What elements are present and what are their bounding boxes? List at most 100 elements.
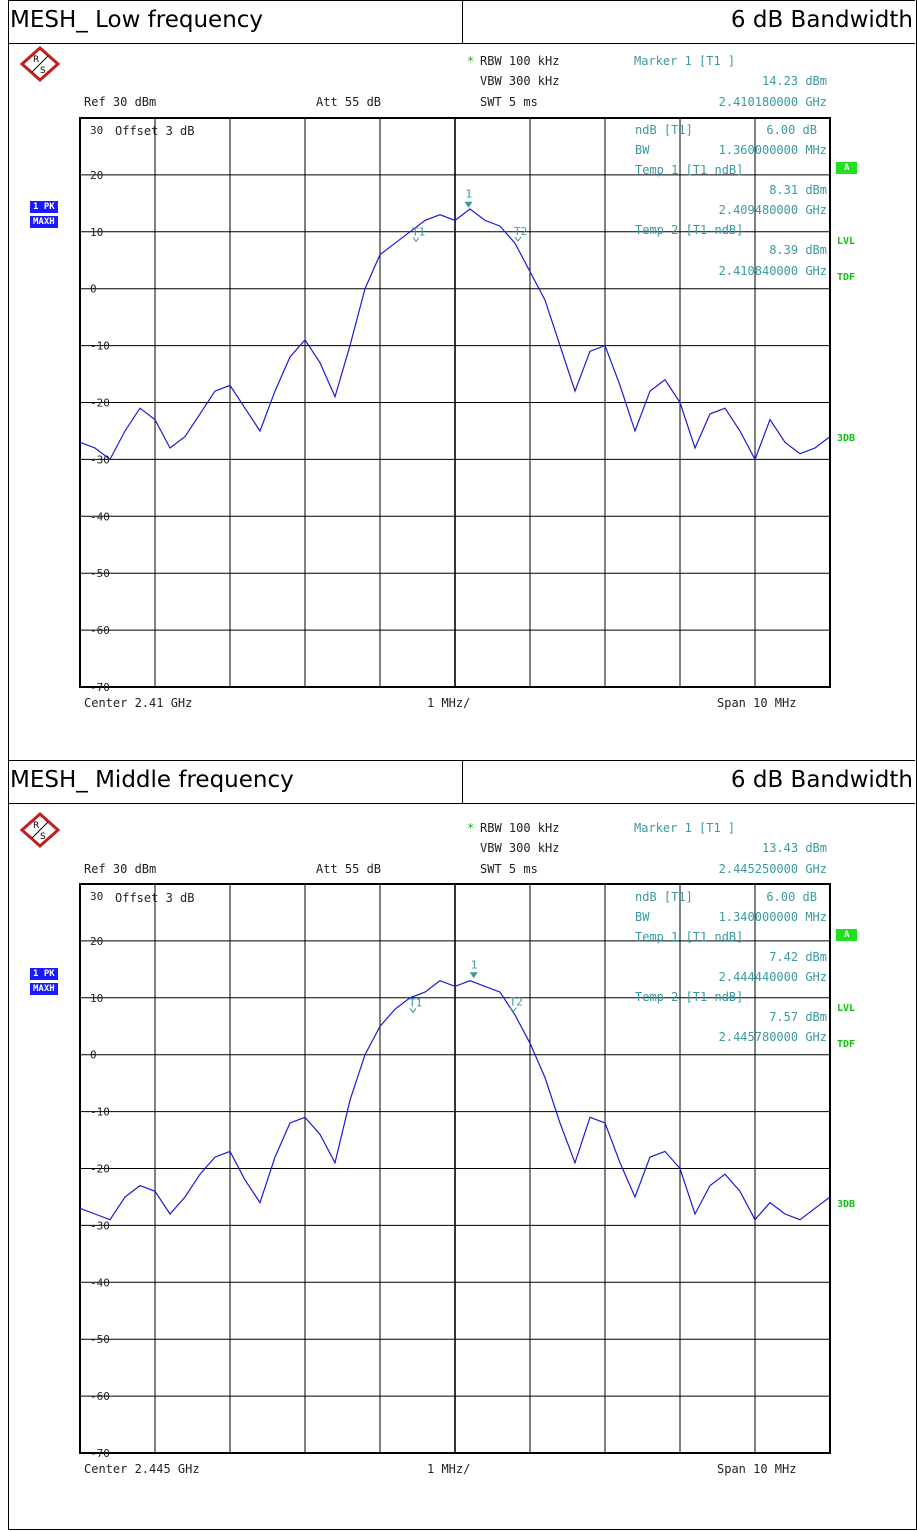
marker-t2: T2 — [514, 225, 527, 242]
vbw-label: VBW 300 kHz — [480, 841, 560, 855]
swt-label: SWT 5 ms — [480, 862, 538, 876]
ndb-value: 6.00 dB — [766, 123, 817, 137]
y-tick-label: 20 — [90, 935, 103, 948]
marker-1: 1 — [464, 188, 473, 208]
offset-label: Offset 3 dB — [115, 124, 195, 138]
center-frequency: Center 2.445 GHz — [84, 1462, 200, 1476]
star-indicator: * — [467, 54, 475, 68]
bw-value: 1.360000000 MHz — [718, 143, 827, 157]
att-label: Att 55 dB — [316, 862, 382, 876]
spectrum-plot-low: 1 T1 T2 20 10 0 -10 -20 -30 -40 -50 -60 -70 30 — [79, 117, 831, 694]
star-indicator: * — [467, 821, 475, 835]
panel-title: MESH_ Low frequency — [10, 7, 264, 33]
temp2-label: Temp 2 [T1 ndB] — [635, 223, 744, 237]
y-tick-label: -50 — [90, 1333, 110, 1346]
y-tick-label: -20 — [90, 1163, 110, 1176]
ndb-value: 6.00 dB — [766, 890, 817, 904]
svg-text:R: R — [33, 55, 39, 65]
y-tick-label: 0 — [90, 283, 97, 296]
marker-t2: T2 — [510, 996, 523, 1013]
y-tick-label: -30 — [90, 1219, 110, 1232]
y-tick-label: -40 — [90, 1276, 110, 1289]
y-tick-label: -70 — [90, 1447, 110, 1460]
ndb-label: ndB [T1] — [635, 123, 693, 137]
svg-text:S: S — [40, 66, 46, 76]
swt-label: SWT 5 ms — [480, 95, 538, 109]
marker-freq: 2.410180000 GHz — [718, 95, 827, 109]
panel-subtitle: 6 dB Bandwidth — [730, 7, 913, 33]
marker-t1: T1 — [409, 996, 422, 1014]
span-label: Span 10 MHz — [717, 1462, 797, 1476]
att-label: Att 55 dB — [316, 95, 382, 109]
trace-detector-badge: MAXH — [30, 216, 58, 228]
temp1-level: 8.31 dBm — [769, 183, 827, 197]
lvl-indicator: LVL — [837, 236, 856, 247]
ref-label: Ref 30 dBm — [84, 862, 157, 876]
bw-label: BW — [635, 910, 650, 924]
spectrum-trace — [79, 980, 831, 1221]
marker-label: T2 — [510, 996, 523, 1009]
y-tick-label: 30 — [90, 890, 103, 903]
marker-t1: T1 — [412, 225, 425, 243]
offset-label: Offset 3 dB — [115, 891, 195, 905]
3db-indicator: 3DB — [837, 433, 856, 444]
panel-title-bar: MESH_ Low frequency 6 dB Bandwidth — [8, 0, 915, 44]
temp1-freq: 2.409480000 GHz — [718, 203, 827, 217]
y-tick-label: -40 — [90, 510, 110, 523]
panel-subtitle: 6 dB Bandwidth — [730, 767, 913, 793]
rbw-label: RBW 100 kHz — [480, 54, 560, 68]
y-tick-label: 10 — [90, 226, 103, 239]
y-tick-label: -60 — [90, 624, 110, 637]
y-tick-label: 10 — [90, 992, 103, 1005]
marker-level: 13.43 dBm — [761, 841, 827, 855]
trace-a-badge: A — [836, 929, 858, 941]
vbw-label: VBW 300 kHz — [480, 74, 560, 88]
svg-text:R: R — [33, 821, 39, 831]
y-tick-label: -10 — [90, 340, 110, 353]
temp2-freq: 2.410840000 GHz — [718, 264, 827, 278]
ndb-label: ndB [T1] — [635, 890, 693, 904]
spectrum-trace — [79, 208, 831, 461]
lvl-indicator: LVL — [837, 1003, 856, 1014]
y-tick-label: -10 — [90, 1106, 110, 1119]
marker-label: 1 — [466, 188, 473, 201]
marker-freq: 2.445250000 GHz — [718, 862, 827, 876]
division-label: 1 MHz/ — [427, 1462, 471, 1476]
panel-title: MESH_ Middle frequency — [10, 767, 294, 793]
marker-label: 1 — [471, 958, 478, 971]
y-tick-label: 30 — [90, 124, 103, 137]
marker-title: Marker 1 [T1 ] — [634, 54, 736, 68]
rohde-schwarz-logo-icon: R S — [20, 812, 61, 849]
center-frequency: Center 2.41 GHz — [84, 696, 193, 710]
temp1-freq: 2.444440000 GHz — [718, 970, 827, 984]
bw-label: BW — [635, 143, 650, 157]
y-tick-label: 20 — [90, 169, 103, 182]
marker-label: T1 — [409, 996, 422, 1009]
temp1-label: Temp 1 [T1 ndB] — [635, 930, 744, 944]
temp2-label: Temp 2 [T1 ndB] — [635, 990, 744, 1004]
temp1-level: 7.42 dBm — [769, 950, 827, 964]
trace-a-badge: A — [836, 162, 858, 174]
marker-label: T2 — [514, 225, 527, 238]
temp2-freq: 2.445780000 GHz — [718, 1030, 827, 1044]
marker-1: 1 — [469, 958, 478, 979]
marker-title: Marker 1 [T1 ] — [634, 821, 736, 835]
temp2-level: 7.57 dBm — [769, 1010, 827, 1024]
bw-value: 1.340000000 MHz — [718, 910, 827, 924]
y-tick-label: -70 — [90, 681, 110, 694]
svg-text:S: S — [40, 832, 46, 842]
y-tick-label: -50 — [90, 567, 110, 580]
rbw-label: RBW 100 kHz — [480, 821, 560, 835]
tdf-indicator: TDF — [837, 272, 856, 283]
ref-label: Ref 30 dBm — [84, 95, 157, 109]
marker-label: T1 — [412, 225, 425, 238]
y-tick-label: -20 — [90, 397, 110, 410]
rohde-schwarz-logo-icon: R S — [20, 46, 61, 83]
3db-indicator: 3DB — [837, 1199, 856, 1210]
y-tick-label: 0 — [90, 1049, 97, 1062]
span-label: Span 10 MHz — [717, 696, 797, 710]
tdf-indicator: TDF — [837, 1039, 856, 1050]
trace-mode-badge: 1 PK — [30, 201, 58, 213]
division-label: 1 MHz/ — [427, 696, 471, 710]
